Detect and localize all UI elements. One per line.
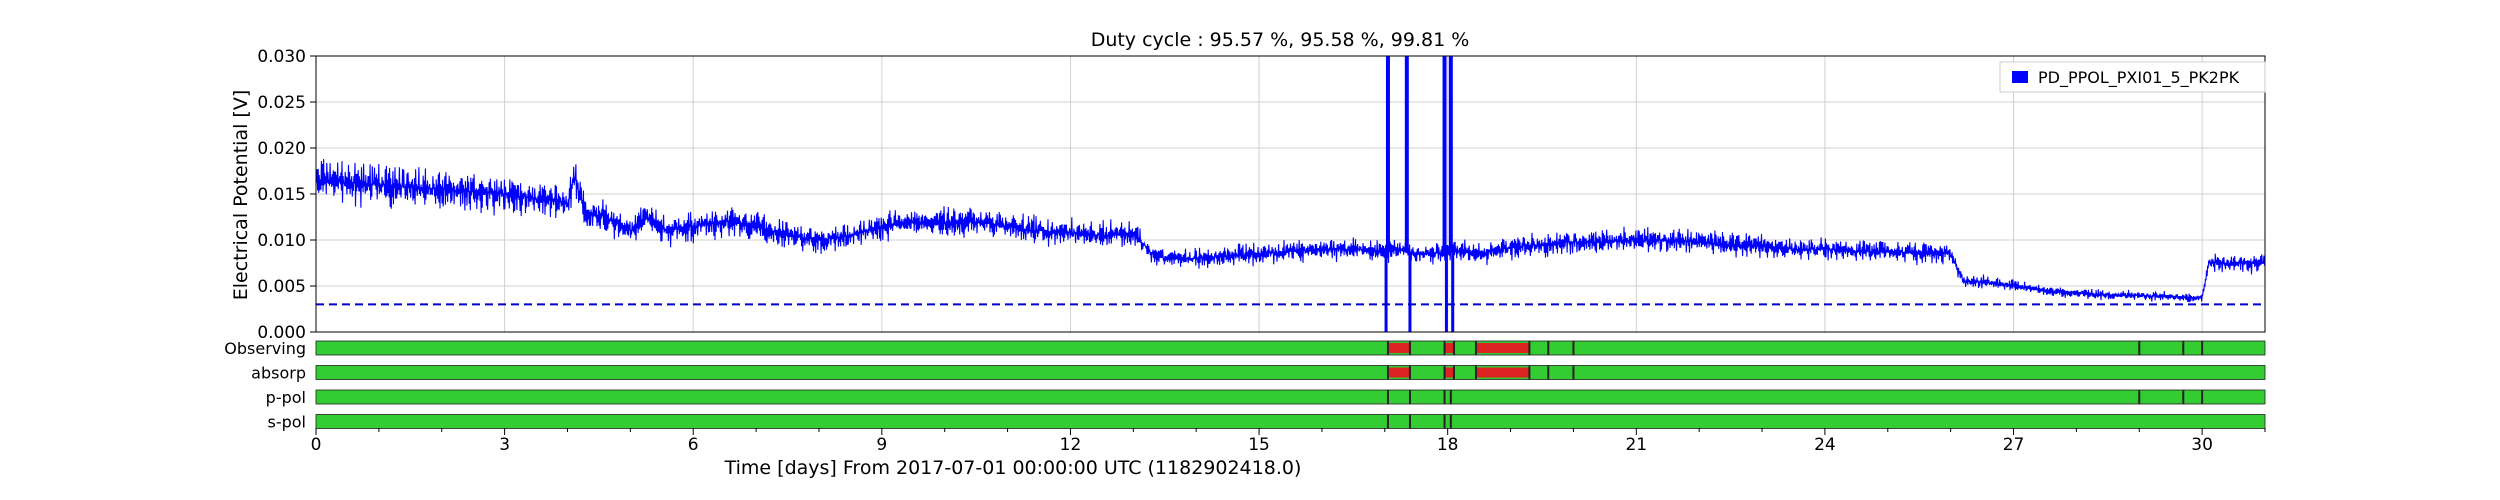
state-bar-p-pol: p-pol [266,388,2266,407]
x-tick-label: 9 [876,435,887,455]
y-tick-label: 0.005 [257,277,306,297]
x-tick-label: 15 [1248,435,1270,455]
y-tick-label: 0.030 [257,47,306,67]
state-bar-on [315,389,2266,405]
state-bar-label: s-pol [268,413,307,432]
state-bar-on [315,365,2266,380]
state-bar-absorp: absorp [251,364,2266,383]
state-bar-off-segment [1444,343,1454,353]
state-bar-label: absorp [251,364,306,383]
x-tick-label: 24 [1814,435,1836,455]
legend-label: PD_PPOL_PXI01_5_PK2PK [2038,68,2240,88]
x-tick-label: 27 [2003,435,2025,455]
state-bar-label: p-pol [266,388,306,407]
main-plot-area [315,55,2266,333]
state-bar-off-segment [1475,367,1530,378]
legend: PD_PPOL_PXI01_5_PK2PK [1999,61,2266,93]
x-tick-label: 12 [1060,435,1082,455]
x-tick-label: 3 [499,435,510,455]
state-bar-on [315,414,2266,429]
legend-swatch [2012,71,2028,83]
state-bar-off-segment [1387,367,1410,378]
x-axis-ticks: 0 3 6 9 12 15 18 21 24 27 30 [311,428,2266,455]
y-tick-label: 0.000 [257,323,306,343]
y-axis-label: Electrical Potential [V] [230,90,252,300]
y-tick-label: 0.015 [257,185,306,205]
y-tick-label: 0.020 [257,139,306,159]
state-bar-off-segment [1387,343,1410,353]
state-bar-s-pol: s-pol [268,413,2266,432]
x-tick-label: 18 [1437,435,1459,455]
state-bar-off-segment [1475,343,1530,353]
state-bar-label: Observing [224,339,306,358]
state-bar-on [315,340,2266,356]
chart-title: Duty cycle : 95.57 %, 95.58 %, 99.81 % [1091,29,1470,51]
y-tick-label: 0.010 [257,231,306,251]
series-line-pd-ppol [315,158,2266,303]
x-tick-label: 0 [311,435,322,455]
state-bar-observing: Observing [224,339,2266,358]
plot-frame [315,55,2266,333]
x-tick-label: 6 [688,435,699,455]
state-bars-panel: Observing absorp p-pol s-pol [224,339,2266,432]
y-tick-label: 0.025 [257,93,306,113]
x-axis-label: Time [days] From 2017-07-01 00:00:00 UTC… [724,457,1302,479]
x-tick-label: 21 [1625,435,1647,455]
state-bar-off-segment [1444,367,1454,378]
x-tick-label: 30 [2191,435,2213,455]
legend-frame [1999,61,2266,93]
